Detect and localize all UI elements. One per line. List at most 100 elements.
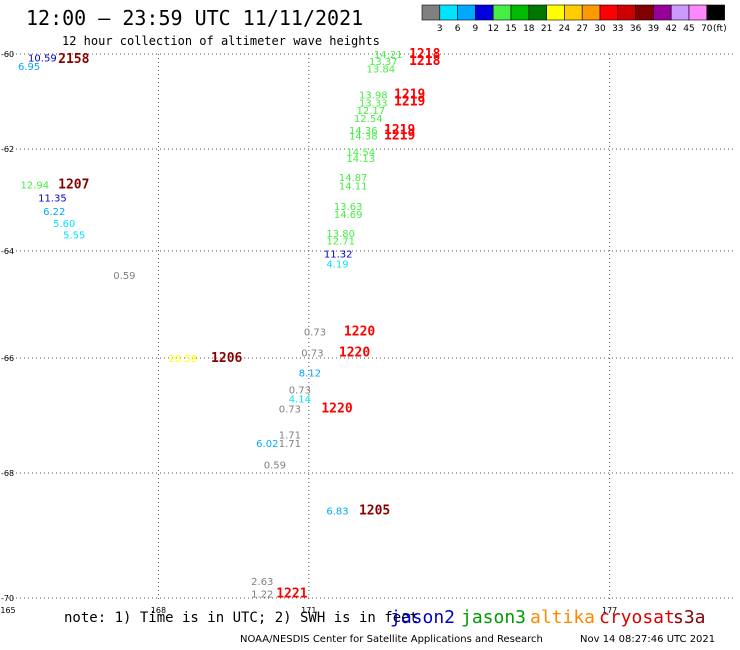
colorbar-swatch: [581, 4, 601, 21]
pass-time-label: 1219: [394, 87, 425, 102]
pass-time-label: 1206: [211, 351, 242, 366]
wave-height-label: 12.54: [354, 114, 383, 125]
wave-height-label: 12.17: [356, 106, 385, 117]
colorbar-label: 12: [487, 24, 498, 34]
colorbar-label: 9: [473, 24, 479, 34]
pass-time-label: 1219: [384, 123, 415, 138]
pass-time-label: 1220: [344, 324, 375, 339]
pass-time-label: 1221: [276, 587, 307, 602]
colorbar-label: 18: [523, 24, 535, 34]
pass-time-label: 1205: [359, 504, 390, 519]
colorbar-swatch: [421, 4, 441, 21]
pass-time-label: 1220: [339, 346, 370, 361]
wave-height-label: 0.73: [279, 405, 301, 416]
pass-time-label: 2158: [58, 52, 89, 67]
credit-text: NOAA/NESDIS Center for Satellite Applica…: [240, 634, 543, 645]
pass-time-label: 1219: [384, 129, 415, 144]
colorbar-label: 36: [630, 24, 642, 34]
x-tick-label: 171: [301, 606, 316, 615]
wave-height-label: 14.87: [339, 173, 368, 184]
colorbar-label: 33: [612, 24, 623, 34]
colorbar-label: 39: [648, 24, 660, 34]
units-note: note: 1) Time is in UTC; 2) SWH is in fe…: [64, 610, 419, 626]
wave-height-label: 12.94: [21, 181, 50, 192]
wave-height-label: 0.73: [304, 327, 326, 338]
wave-height-label: 14.36: [349, 126, 378, 137]
colorbar-label: 3: [437, 24, 443, 34]
y-tick-label: -68: [1, 469, 14, 478]
pass-time-label: 1220: [321, 402, 352, 417]
colorbar-label: 24: [559, 24, 571, 34]
colorbar-label: 15: [505, 24, 516, 34]
wave-height-label: 0.59: [113, 271, 135, 282]
colorbar-swatch: [492, 4, 512, 21]
mission-jason3: jason3: [461, 607, 527, 628]
wave-height-label: 12.71: [326, 236, 355, 247]
wave-height-label: 0.73: [289, 386, 311, 397]
mission-jason2: jason2: [390, 607, 456, 628]
mission-cryosat: cryosat: [599, 607, 675, 628]
y-tick-label: -66: [1, 354, 14, 363]
page-title: 12:00 — 23:59 UTC 11/11/2021: [26, 6, 364, 30]
wave-height-label: 13.63: [334, 202, 363, 213]
wave-height-label: 2.63: [251, 577, 273, 588]
wave-height-label: 14.54: [346, 148, 375, 159]
wave-height-label: 1.22: [251, 590, 273, 601]
x-tick-label: 165: [0, 606, 15, 615]
wave-height-label: 6.02: [256, 439, 278, 450]
wave-height-label: 11.32: [324, 250, 353, 261]
wave-height-label: 0.73: [301, 349, 323, 360]
y-tick-label: -60: [1, 50, 14, 59]
wave-height-label: 14.13: [346, 154, 375, 165]
colorbar-swatch: [439, 4, 458, 21]
colorbar-swatch: [617, 4, 636, 21]
colorbar-label: 42: [665, 24, 676, 34]
colorbar-swatch: [457, 4, 476, 21]
wave-height-label: 11.35: [38, 193, 67, 204]
x-tick-label: 168: [151, 606, 166, 615]
wave-height-label: 13.84: [366, 64, 395, 75]
wave-height-label: 14.21: [374, 50, 403, 61]
colorbar-swatch: [706, 4, 725, 21]
wave-height-label: 20.58: [168, 354, 197, 365]
pass-time-label: 1218: [409, 47, 440, 62]
colorbar-swatch: [510, 4, 530, 21]
colorbar-label: 6: [455, 24, 461, 34]
y-tick-label: -70: [1, 594, 14, 603]
wave-height-label: 13.80: [326, 229, 355, 240]
wave-height-label: 13.98: [359, 90, 388, 101]
wave-height-label: 10.59: [28, 53, 57, 64]
generation-timestamp: Nov 14 08:27:46 UTC 2021: [580, 634, 716, 645]
pass-time-label: 1219: [394, 95, 425, 110]
wave-height-label: 1.71: [279, 439, 301, 450]
wave-height-label: 0.59: [264, 460, 286, 471]
x-tick-label: 177: [602, 606, 617, 615]
colorbar-swatch: [635, 4, 654, 21]
y-tick-label: -62: [1, 145, 14, 154]
wave-height-label: 5.60: [53, 219, 75, 230]
wave-height-label: 14.38: [349, 132, 378, 143]
wave-height-label: 8.12: [299, 368, 321, 379]
wave-height-label: 1.71: [279, 430, 301, 441]
colorbar-swatch: [546, 4, 565, 21]
colorbar-swatch: [670, 4, 690, 21]
wave-height-label: 5.55: [63, 231, 85, 242]
colorbar-unit: (ft): [713, 24, 727, 34]
wave-height-label: 4.19: [326, 259, 348, 270]
y-tick-label: -64: [1, 247, 14, 256]
colorbar-swatch: [528, 4, 547, 21]
wave-height-label: 6.83: [326, 507, 348, 518]
wave-height-label: 13.33: [359, 98, 388, 109]
colorbar-label: 70: [701, 24, 713, 34]
colorbar-label: 45: [683, 24, 694, 34]
wave-height-label: 6.22: [43, 207, 65, 218]
wave-height-label: 14.11: [339, 182, 368, 193]
colorbar-swatch: [599, 4, 619, 21]
colorbar-label: 21: [541, 24, 552, 34]
pass-time-label: 1207: [58, 178, 89, 193]
colorbar-legend: 3 6 9 12 15 18 21 24 27 30 33 36 39 42 45 70 (ft): [421, 4, 727, 34]
wave-height-label: 13.37: [369, 57, 398, 68]
